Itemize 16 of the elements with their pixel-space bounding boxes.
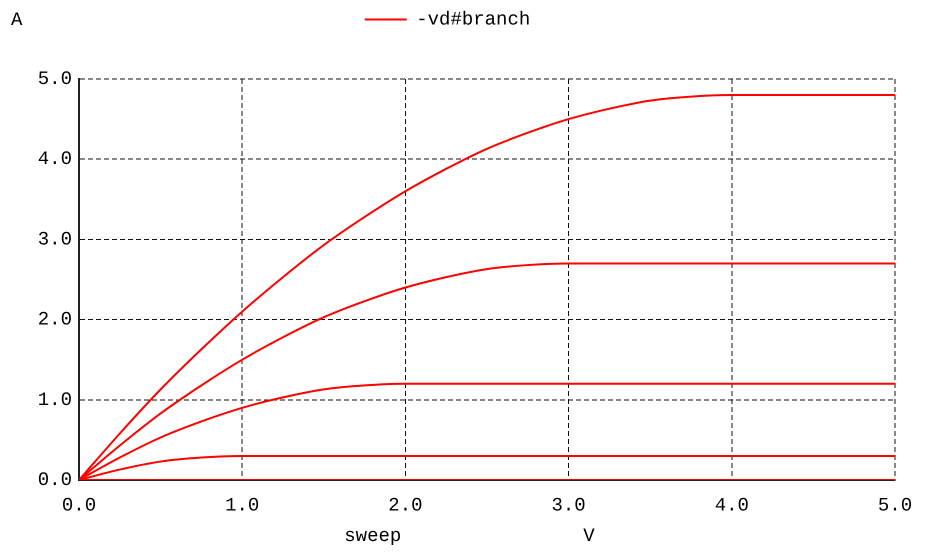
y-tick-label: 1.0 [38,388,72,411]
x-tick-label: 2.0 [388,494,423,516]
text: V [583,525,596,548]
y-tick-label: 3.0 [38,228,72,250]
x-tick-label: 0.0 [62,494,96,516]
legend-label: -vd#branch [416,8,530,31]
x-tick-label: 4.0 [714,494,749,516]
x-axis-title: sweep [344,525,402,548]
y-tick-label: 5.0 [38,68,72,90]
y-tick-label: 2.0 [38,308,72,331]
x-tick-label: 1.0 [225,494,260,516]
y-tick-label: 0.0 [38,469,72,492]
x-tick-label: 5.0 [878,494,912,516]
y-tick-label: 4.0 [38,148,72,170]
x-tick-label: 3.0 [551,494,586,516]
y-axis-title: A [11,9,23,32]
